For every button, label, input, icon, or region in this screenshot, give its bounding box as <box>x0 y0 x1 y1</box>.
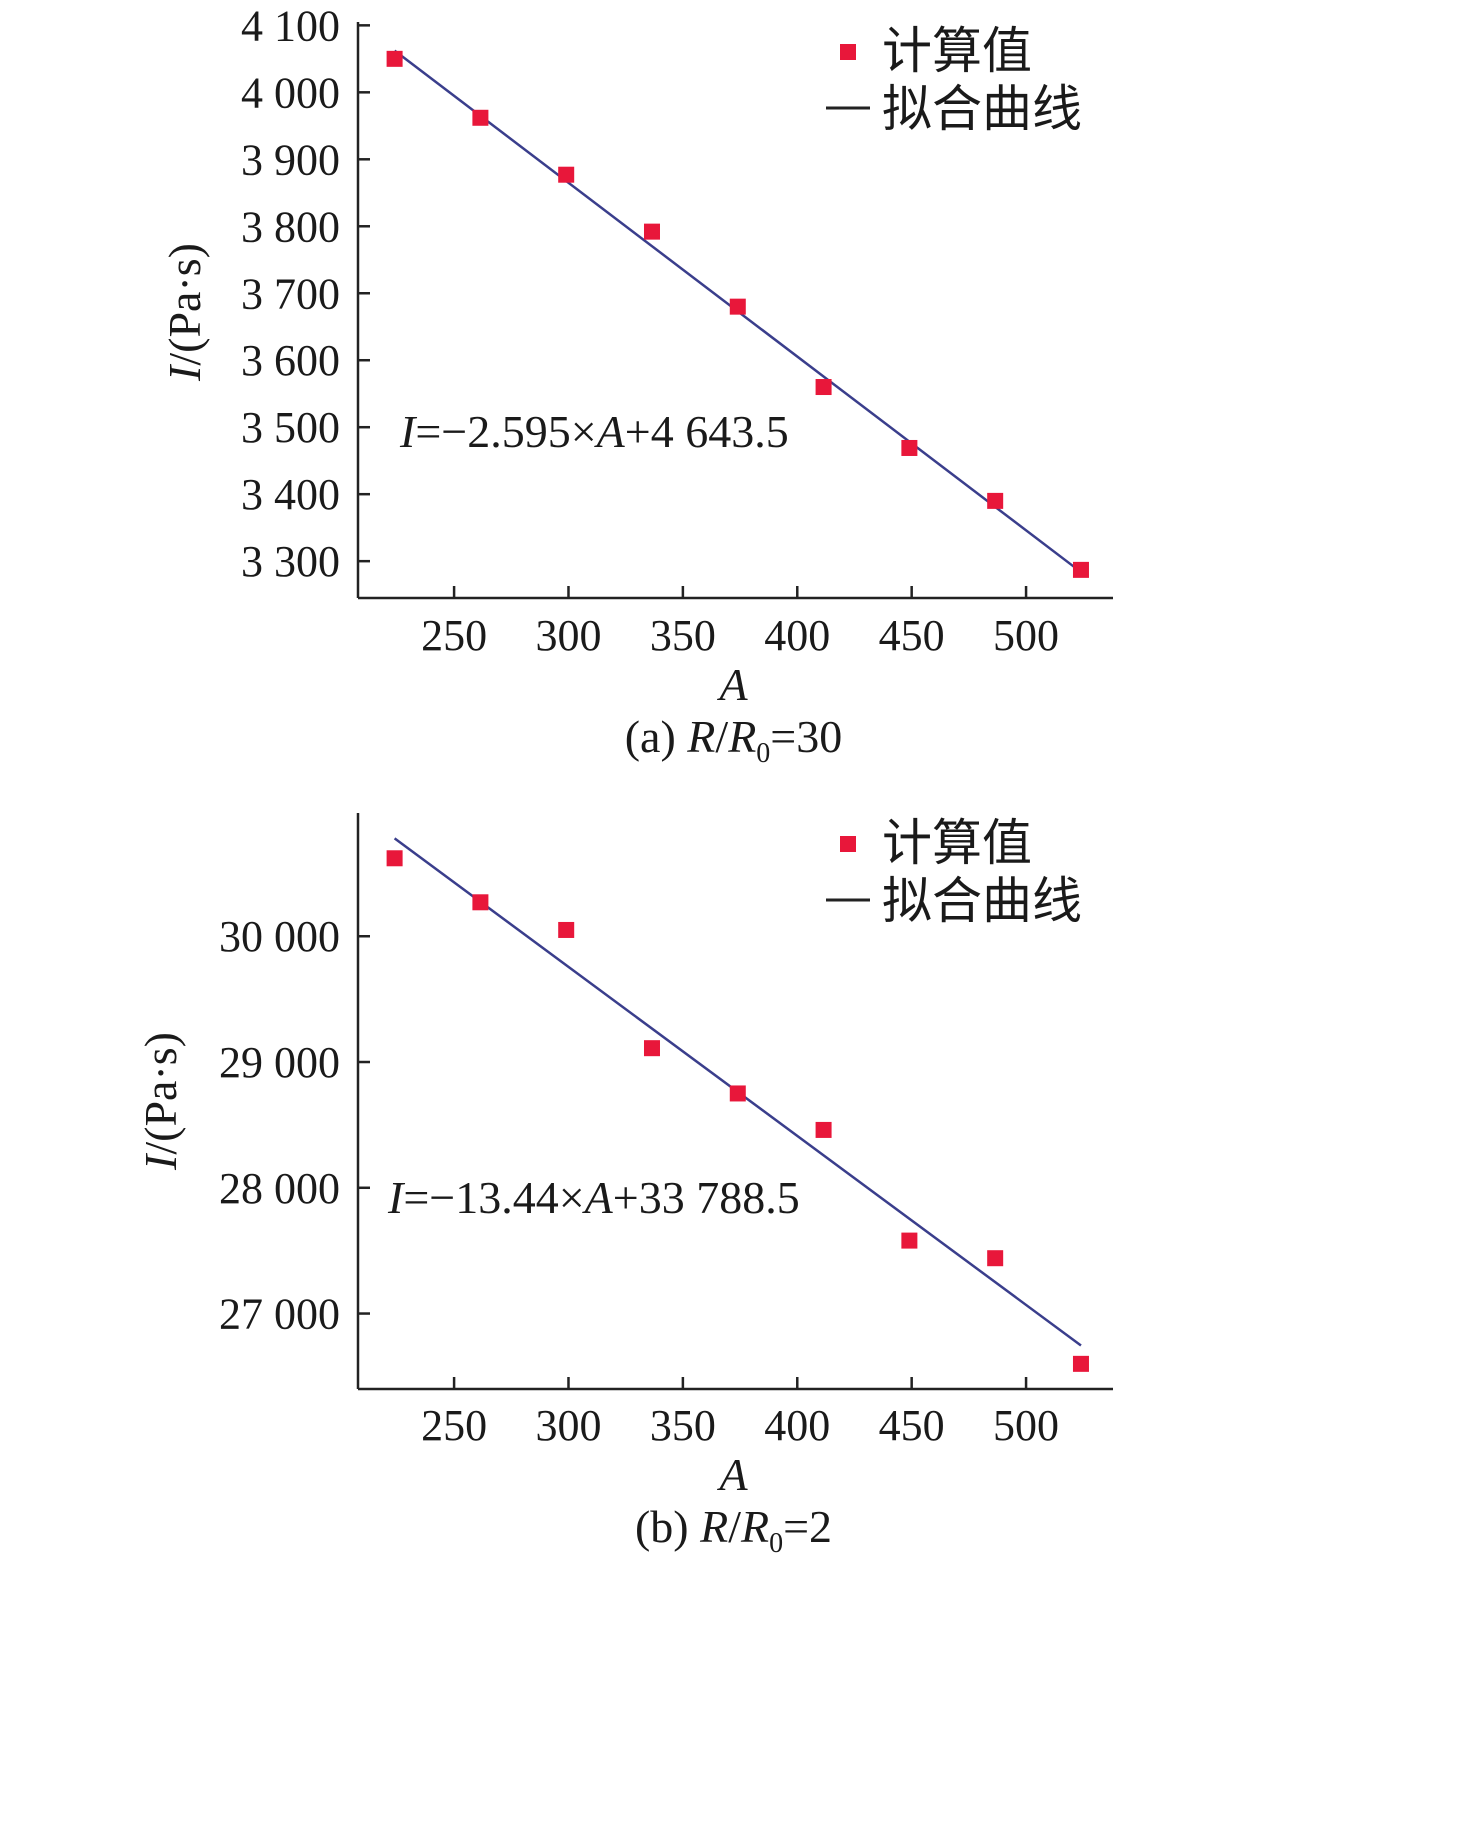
y-axis-title: I/(Pa·s) <box>159 243 210 382</box>
data-point <box>815 1121 832 1138</box>
caption-ratio-sub: 0 <box>756 738 770 769</box>
caption-ratio-den: R <box>727 711 756 762</box>
data-point <box>386 50 403 67</box>
data-point <box>558 166 575 183</box>
caption-suffix: =2 <box>783 1501 832 1552</box>
x-axis-title: A <box>716 1449 748 1500</box>
equation-mid: =−2.595× <box>415 406 596 457</box>
data-point <box>901 1232 918 1249</box>
data-point <box>1072 561 1089 578</box>
y-axis-title-var: I <box>135 1152 186 1171</box>
y-tick-label: 4 100 <box>241 1 340 50</box>
data-point <box>643 1040 660 1057</box>
y-tick-label: 3 600 <box>241 336 340 385</box>
legend-label-computed: 计算值 <box>882 814 1032 872</box>
data-point <box>987 1250 1004 1267</box>
equation-rhs: +33 788.5 <box>613 1172 800 1223</box>
legend-marker-computed <box>840 836 856 852</box>
panel-caption: (b) R/R0=2 <box>635 1501 832 1559</box>
y-tick-label: 3 400 <box>241 470 340 519</box>
data-point <box>558 921 575 938</box>
regression-equation: I=−13.44×A+33 788.5 <box>387 1172 800 1223</box>
x-tick-label: 300 <box>535 611 601 660</box>
x-tick-label: 250 <box>421 1401 487 1450</box>
equation-var: A <box>582 1172 614 1223</box>
data-point <box>729 1085 746 1102</box>
caption-ratio-num: R <box>699 1501 728 1552</box>
y-axis-title-unit: /(Pa·s) <box>159 243 210 366</box>
legend-marker-computed <box>840 44 856 60</box>
chart-panel-a: 3 300 3 400 3 500 3 600 3 700 3 800 3 900 4 000… <box>159 1 1113 769</box>
regression-equation: I=−2.595×A+4 643.5 <box>399 406 789 457</box>
y-tick-label: 28 000 <box>219 1164 340 1213</box>
data-point <box>729 298 746 315</box>
caption-slash: / <box>728 1501 741 1552</box>
chart-panel-b: 27 000 28 000 29 000 30 000 250 300 350 400 450 5… <box>135 813 1113 1559</box>
x-tick-label: 500 <box>993 611 1059 660</box>
y-axis-title-unit: /(Pa·s) <box>135 1032 186 1155</box>
caption-prefix: (b) <box>635 1501 700 1552</box>
x-tick-label: 350 <box>650 611 716 660</box>
y-axis-title-var: I <box>159 363 210 382</box>
data-point <box>643 223 660 240</box>
x-tick-label: 450 <box>879 611 945 660</box>
data-point <box>472 109 489 126</box>
x-tick-label: 450 <box>879 1401 945 1450</box>
y-tick-label: 3 500 <box>241 403 340 452</box>
x-tick-label: 300 <box>535 1401 601 1450</box>
equation-var: A <box>594 406 626 457</box>
x-axis-title: A <box>716 659 748 710</box>
y-tick-label: 4 000 <box>241 68 340 117</box>
caption-ratio-num: R <box>686 711 715 762</box>
data-point <box>815 379 832 396</box>
caption-ratio-sub: 0 <box>769 1528 783 1559</box>
equation-lhs: I <box>399 406 418 457</box>
panel-caption: (a) R/R0=30 <box>625 711 843 769</box>
data-point <box>472 894 489 911</box>
y-tick-label: 3 700 <box>241 269 340 318</box>
data-point <box>987 492 1004 509</box>
equation-mid: =−13.44× <box>403 1172 584 1223</box>
data-point <box>1072 1355 1089 1372</box>
caption-ratio-den: R <box>740 1501 769 1552</box>
equation-lhs: I <box>387 1172 406 1223</box>
y-tick-label: 29 000 <box>219 1038 340 1087</box>
data-point <box>901 439 918 456</box>
y-axis-title: I/(Pa·s) <box>135 1032 186 1171</box>
legend-label-computed: 计算值 <box>882 22 1032 80</box>
y-tick-label: 3 800 <box>241 202 340 251</box>
x-tick-label: 400 <box>764 611 830 660</box>
x-tick-label: 350 <box>650 1401 716 1450</box>
legend-label-fit: 拟合曲线 <box>882 80 1082 138</box>
y-tick-label: 3 300 <box>241 537 340 586</box>
y-tick-label: 27 000 <box>219 1290 340 1339</box>
caption-slash: / <box>715 711 728 762</box>
y-tick-label: 30 000 <box>219 912 340 961</box>
caption-suffix: =30 <box>770 711 842 762</box>
legend-label-fit: 拟合曲线 <box>882 872 1082 930</box>
x-tick-label: 500 <box>993 1401 1059 1450</box>
y-tick-label: 3 900 <box>241 135 340 184</box>
x-tick-label: 400 <box>764 1401 830 1450</box>
data-point <box>386 850 403 867</box>
x-tick-label: 250 <box>421 611 487 660</box>
caption-prefix: (a) <box>625 711 688 762</box>
equation-rhs: +4 643.5 <box>625 406 789 457</box>
